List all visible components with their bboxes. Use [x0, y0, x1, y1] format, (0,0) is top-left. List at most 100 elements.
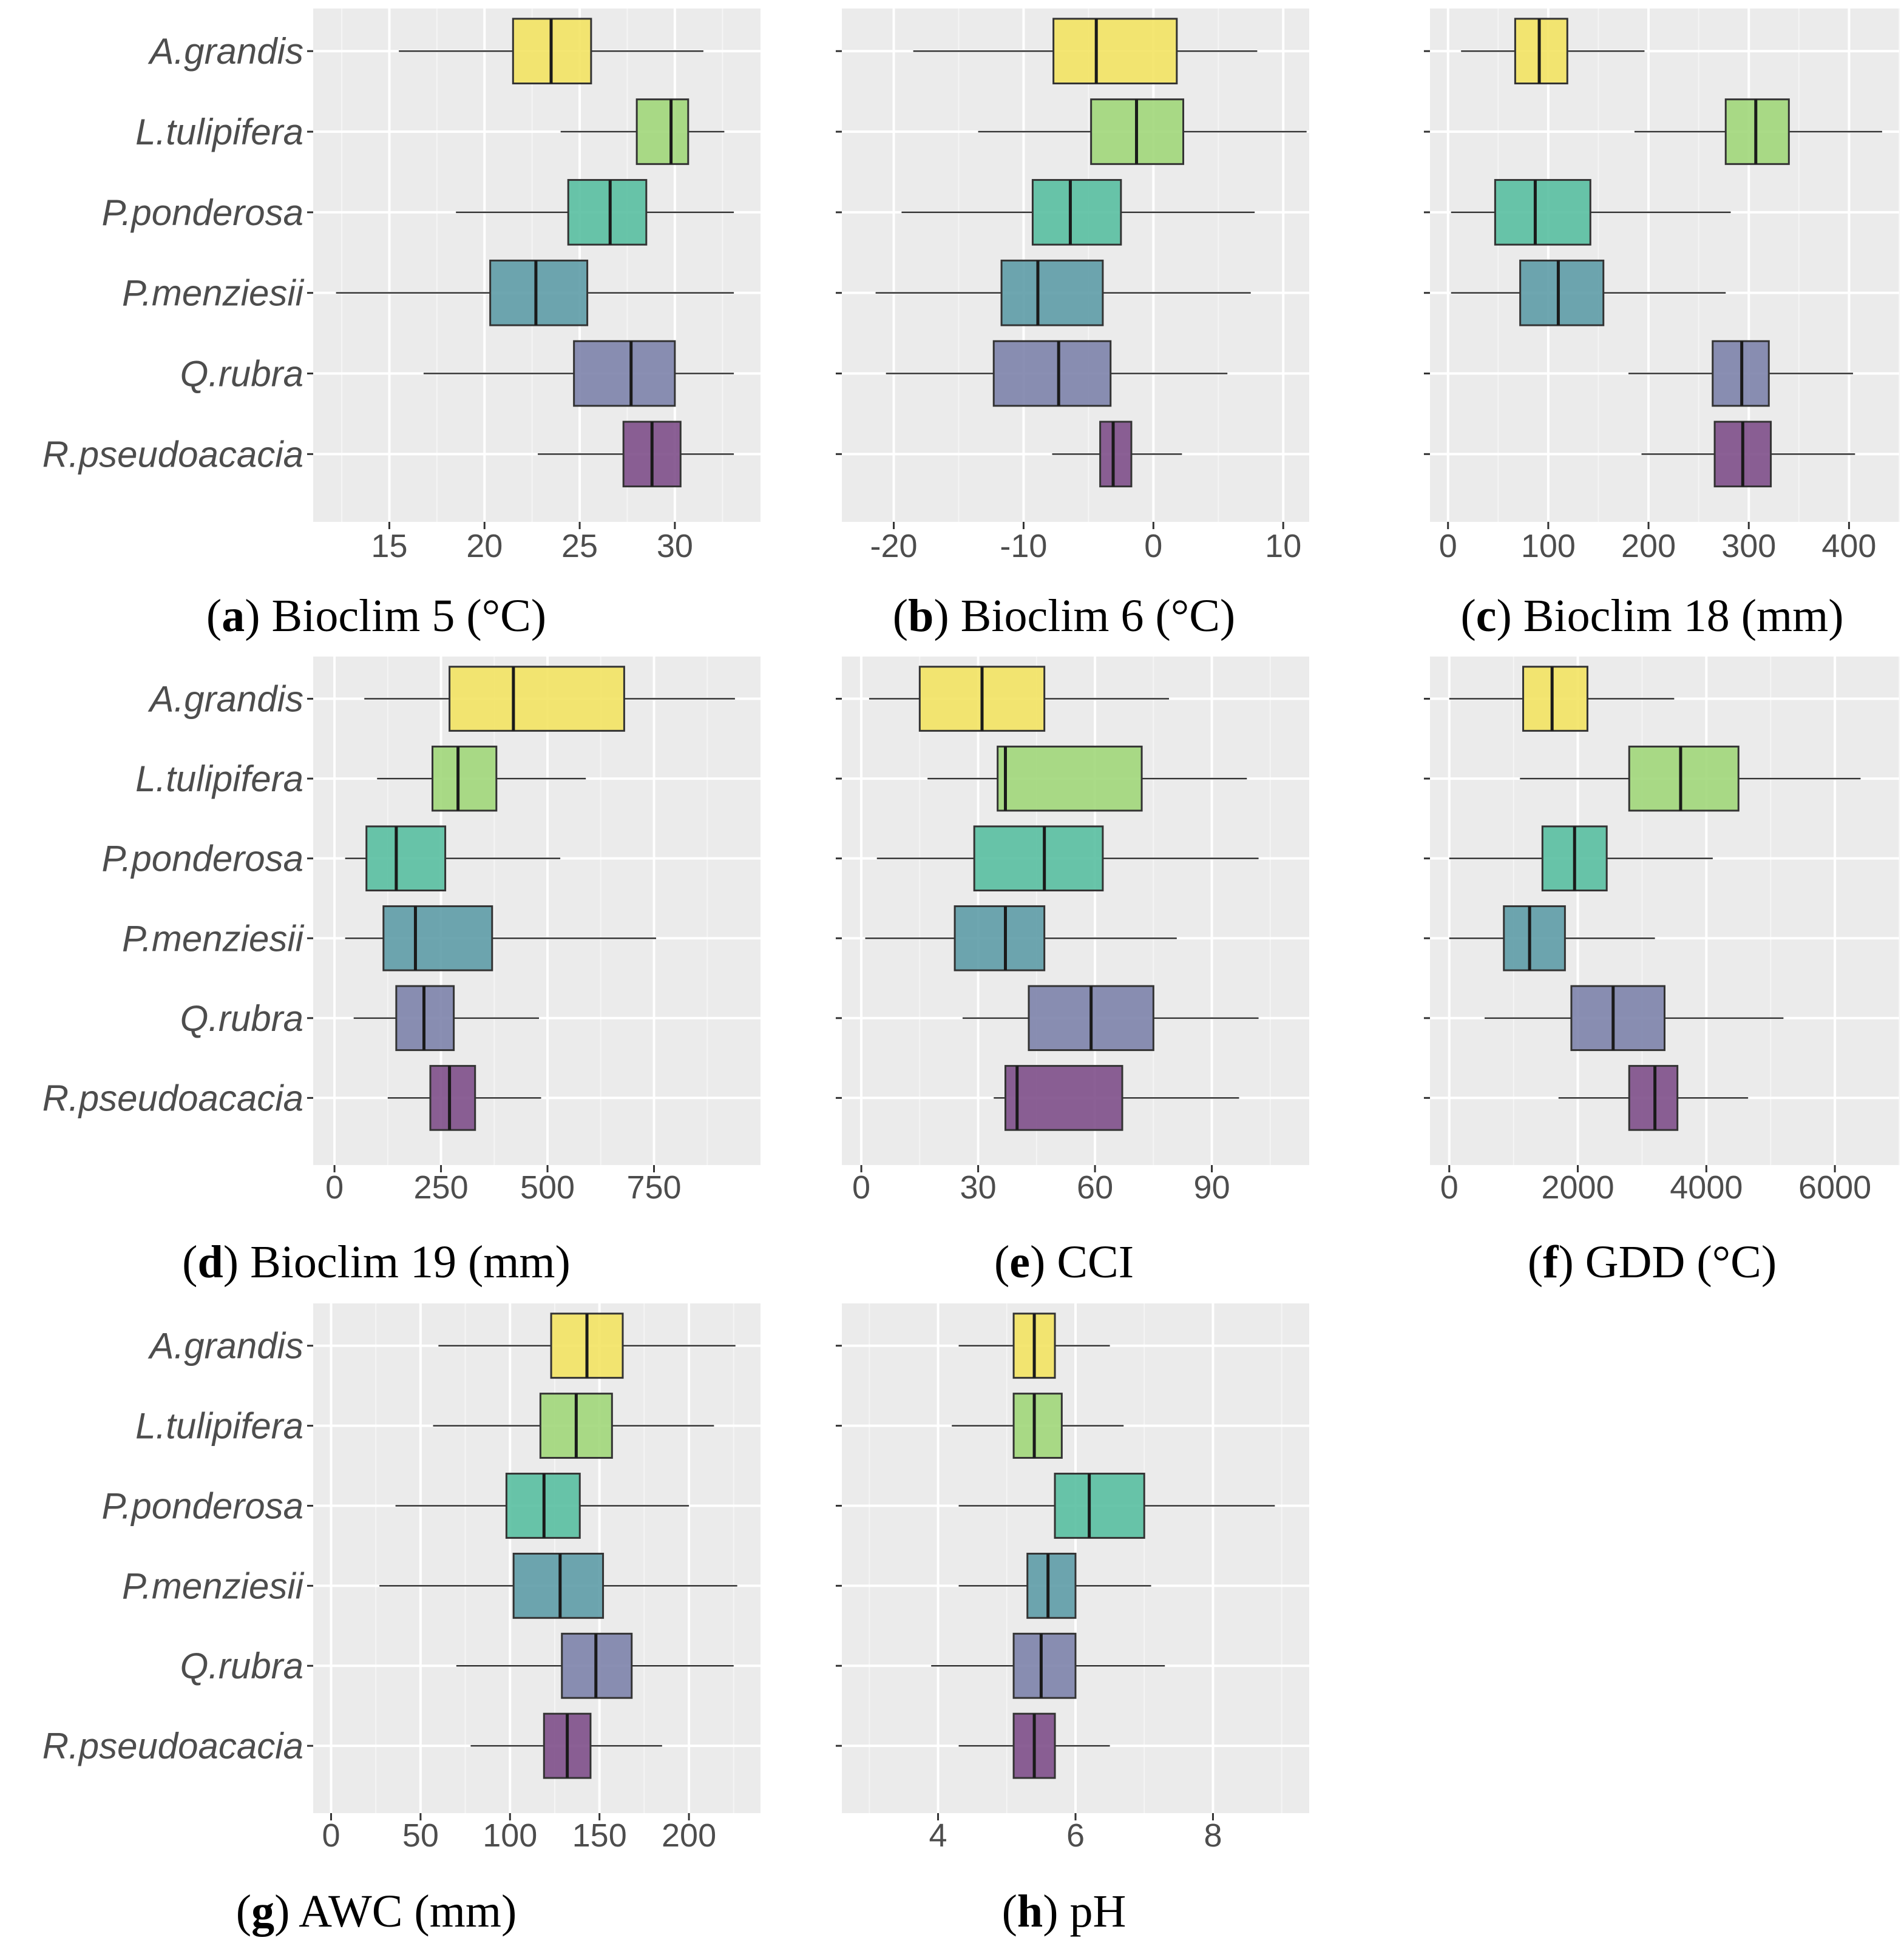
iqr-box [1012, 1393, 1063, 1459]
iqr-box [1054, 1473, 1145, 1539]
box-p-menziesii [1449, 905, 1655, 971]
species-label: P.menziesii [122, 1566, 305, 1606]
panel-f-caption: (f) GDD (°C) [1528, 1237, 1777, 1288]
panel-c: 0 100 200 300 400 (c) Bioclim 18 (mm) [1424, 8, 1900, 641]
box-l-tulipifera [433, 1393, 714, 1459]
panel-a: 15 20 25 30 A.grandis L.tulipifera P.ponderosa… [42, 8, 761, 641]
box-p-ponderosa [876, 825, 1259, 891]
caption-open-paren: ( [1002, 1886, 1017, 1937]
panel-c-background [1430, 8, 1899, 522]
species-label: L.tulipifera [135, 112, 303, 152]
caption-title: ) pH [1043, 1886, 1126, 1937]
x-tick-label: 6000 [1798, 1169, 1871, 1206]
species-label: A.grandis [148, 31, 303, 72]
iqr-box [1522, 666, 1588, 732]
iqr-box [635, 98, 689, 165]
caption-title: ) CCI [1030, 1237, 1134, 1288]
box-p-ponderosa [958, 1473, 1275, 1539]
caption-letter: g [251, 1886, 274, 1937]
panel-e: 0 30 60 90 (e) CCI [836, 657, 1309, 1288]
panel-a-caption: (a) Bioclim 5 (°C) [206, 590, 546, 641]
species-label: P.ponderosa [101, 192, 303, 233]
x-tick-label: 100 [1521, 528, 1576, 564]
box-r-pseudoacacia [994, 1065, 1239, 1131]
caption-title: ) Bioclim 6 (°C) [933, 590, 1235, 641]
box-p-menziesii [345, 905, 657, 971]
box-a-grandis [1461, 18, 1645, 85]
box-p-menziesii [875, 259, 1251, 326]
species-label: Q.rubra [180, 1646, 303, 1686]
x-tick-label: 4000 [1670, 1169, 1743, 1206]
x-tick-label: 0 [322, 1817, 340, 1854]
box-q-rubra [931, 1632, 1165, 1699]
box-p-ponderosa [345, 825, 561, 891]
iqr-box [1494, 179, 1591, 246]
x-tick-label: 0 [1439, 528, 1457, 564]
box-q-rubra [423, 340, 734, 407]
iqr-box [1628, 1065, 1679, 1131]
species-label: P.ponderosa [101, 839, 303, 879]
iqr-box [567, 179, 648, 246]
box-r-pseudoacacia [1641, 421, 1855, 488]
species-label: A.grandis [148, 679, 303, 720]
box-q-rubra [456, 1632, 734, 1699]
box-a-grandis [399, 18, 703, 85]
iqr-box [429, 1065, 476, 1131]
panel-d: 0 250 500 750 A.grandis L.tulipifera P.pondero… [42, 657, 761, 1288]
panel-h: 4 6 8 (h) pH [836, 1303, 1309, 1937]
x-tick-label: 200 [1621, 528, 1676, 564]
box-a-grandis [913, 18, 1258, 85]
caption-letter: c [1476, 590, 1497, 641]
x-tick-label: 250 [414, 1169, 469, 1206]
caption-letter: f [1543, 1237, 1559, 1288]
box-r-pseudoacacia [1558, 1065, 1749, 1131]
panel-f: 0 2000 4000 6000 (f) GDD (°C) [1424, 657, 1900, 1288]
iqr-box [992, 340, 1112, 407]
x-tick-label: 20 [466, 528, 503, 564]
box-l-tulipifera [560, 98, 725, 165]
box-q-rubra [886, 340, 1228, 407]
iqr-box [1031, 179, 1122, 246]
box-r-pseudoacacia [470, 1712, 662, 1779]
box-p-ponderosa [1449, 825, 1713, 891]
iqr-box [1052, 18, 1178, 85]
caption-title: ) GDD (°C) [1558, 1237, 1777, 1288]
box-l-tulipifera [978, 98, 1307, 165]
panel-g: 0 50 100 150 200 A.grandis L.tulipifera P.ponde… [42, 1303, 761, 1937]
x-tick-label: 0 [325, 1169, 344, 1206]
box-q-rubra [1485, 985, 1784, 1052]
iqr-box [1628, 745, 1740, 812]
x-tick-label: 400 [1821, 528, 1876, 564]
x-tick-label: 750 [626, 1169, 681, 1206]
caption-open-paren: ( [182, 1237, 197, 1288]
x-tick-label: 2000 [1541, 1169, 1614, 1206]
box-p-ponderosa [1451, 179, 1731, 246]
x-tick-label: 6 [1066, 1817, 1085, 1854]
species-label: R.pseudoacacia [42, 1726, 303, 1766]
iqr-box [1000, 259, 1104, 326]
x-tick-label: 90 [1194, 1169, 1230, 1206]
species-label: L.tulipifera [135, 1406, 303, 1447]
iqr-box [489, 259, 589, 326]
x-tick-label: 4 [929, 1817, 947, 1854]
iqr-box [973, 825, 1104, 891]
x-tick-label: 10 [1265, 528, 1301, 564]
box-l-tulipifera [1520, 745, 1861, 812]
iqr-box [573, 340, 676, 407]
caption-letter: b [908, 590, 933, 641]
iqr-box [1519, 259, 1605, 326]
box-q-rubra [962, 985, 1259, 1052]
species-label: Q.rubra [180, 998, 303, 1039]
box-r-pseudoacacia [538, 421, 734, 488]
x-tick-label: 0 [852, 1169, 870, 1206]
box-q-rubra [353, 985, 540, 1052]
x-tick-label: 50 [402, 1817, 439, 1854]
caption-title: ) Bioclim 19 (mm) [223, 1237, 571, 1288]
caption-open-paren: ( [206, 590, 222, 641]
iqr-box [365, 825, 447, 891]
iqr-box [1570, 985, 1666, 1052]
panel-c-caption: (c) Bioclim 18 (mm) [1460, 590, 1843, 641]
caption-open-paren: ( [893, 590, 908, 641]
caption-title: ) Bioclim 18 (mm) [1497, 590, 1844, 641]
